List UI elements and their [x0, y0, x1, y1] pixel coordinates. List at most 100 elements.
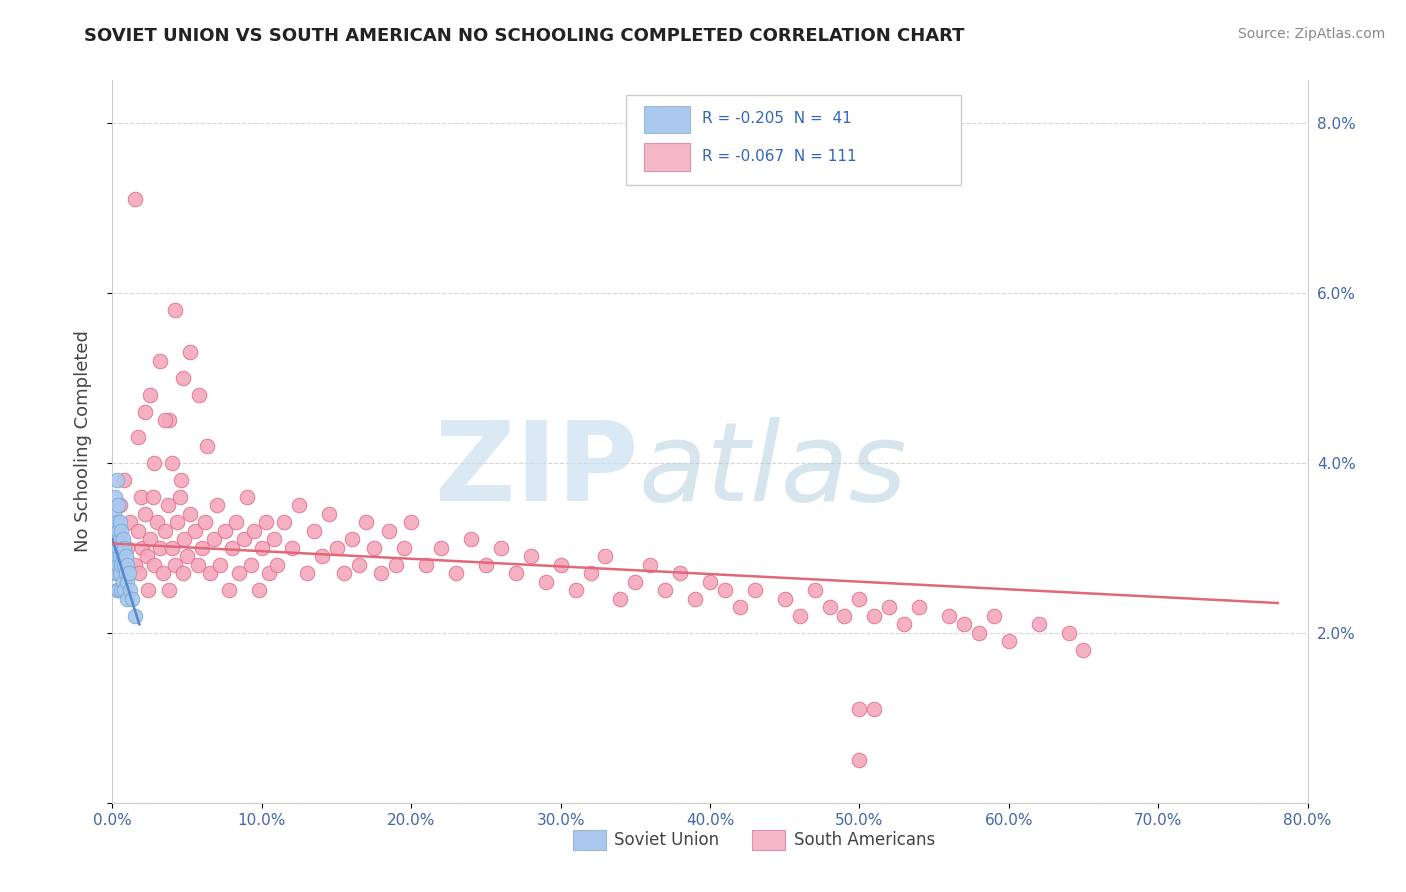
FancyBboxPatch shape	[572, 830, 606, 850]
Point	[105, 473, 128, 487]
Point	[699, 574, 721, 589]
Point	[127, 430, 149, 444]
Point	[134, 507, 156, 521]
Point	[848, 591, 870, 606]
Point	[165, 558, 187, 572]
Point	[803, 583, 825, 598]
Point	[146, 516, 169, 530]
Point	[728, 600, 751, 615]
Point	[550, 558, 572, 572]
Point	[104, 524, 127, 538]
Text: South Americans: South Americans	[793, 830, 935, 848]
Point	[108, 549, 131, 564]
Point	[356, 516, 378, 530]
Point	[401, 516, 423, 530]
Point	[263, 533, 285, 547]
Point	[347, 558, 370, 572]
Point	[107, 541, 129, 555]
Point	[302, 524, 325, 538]
Point	[288, 498, 311, 512]
Point	[162, 541, 183, 555]
Point	[108, 533, 131, 547]
Point	[105, 549, 128, 564]
Point	[104, 541, 127, 555]
Text: R = -0.205  N =  41: R = -0.205 N = 41	[702, 112, 852, 126]
Point	[157, 413, 180, 427]
Point	[202, 533, 225, 547]
Text: Source: ZipAtlas.com: Source: ZipAtlas.com	[1237, 27, 1385, 41]
Point	[111, 533, 134, 547]
Point	[983, 608, 1005, 623]
Point	[318, 507, 340, 521]
Point	[460, 533, 482, 547]
Point	[194, 516, 217, 530]
Point	[128, 566, 150, 581]
Point	[120, 516, 142, 530]
FancyBboxPatch shape	[752, 830, 786, 850]
Point	[363, 541, 385, 555]
Point	[209, 558, 232, 572]
Point	[110, 558, 132, 572]
Point	[162, 456, 183, 470]
Point	[188, 388, 211, 402]
Point	[385, 558, 408, 572]
Point	[489, 541, 512, 555]
Point	[156, 498, 179, 512]
Point	[179, 507, 201, 521]
Point	[273, 516, 295, 530]
Point	[135, 549, 157, 564]
Point	[228, 566, 250, 581]
Point	[233, 533, 256, 547]
Point	[114, 583, 135, 598]
Point	[938, 608, 960, 623]
Point	[609, 591, 631, 606]
Point	[143, 558, 166, 572]
Point	[149, 541, 172, 555]
Point	[139, 533, 162, 547]
Point	[191, 541, 214, 555]
Point	[138, 583, 160, 598]
Point	[153, 413, 176, 427]
Point	[103, 507, 125, 521]
Text: R = -0.067  N = 111: R = -0.067 N = 111	[702, 149, 856, 163]
Point	[848, 702, 870, 716]
Point	[848, 753, 870, 767]
Y-axis label: No Schooling Completed: No Schooling Completed	[73, 331, 91, 552]
Point	[595, 549, 617, 564]
FancyBboxPatch shape	[627, 95, 962, 185]
Point	[107, 558, 129, 572]
Point	[863, 702, 886, 716]
Point	[166, 516, 188, 530]
Point	[134, 405, 156, 419]
Point	[333, 566, 356, 581]
Point	[415, 558, 437, 572]
Point	[152, 566, 174, 581]
Point	[250, 541, 273, 555]
Point	[247, 583, 270, 598]
Point	[744, 583, 766, 598]
Point	[475, 558, 498, 572]
Point	[104, 490, 127, 504]
Point	[243, 524, 266, 538]
Point	[173, 533, 195, 547]
Point	[111, 549, 134, 564]
Point	[683, 591, 706, 606]
Point	[908, 600, 931, 615]
Point	[165, 302, 187, 317]
Point	[105, 533, 128, 547]
Point	[998, 634, 1021, 648]
Point	[444, 566, 467, 581]
Point	[107, 583, 129, 598]
Point	[149, 353, 172, 368]
Point	[953, 617, 976, 632]
Point	[187, 558, 209, 572]
Point	[818, 600, 841, 615]
Point	[520, 549, 543, 564]
Point	[1028, 617, 1050, 632]
Point	[114, 473, 135, 487]
Point	[107, 524, 129, 538]
Point	[295, 566, 318, 581]
Point	[157, 583, 180, 598]
Point	[124, 608, 146, 623]
Point	[834, 608, 856, 623]
